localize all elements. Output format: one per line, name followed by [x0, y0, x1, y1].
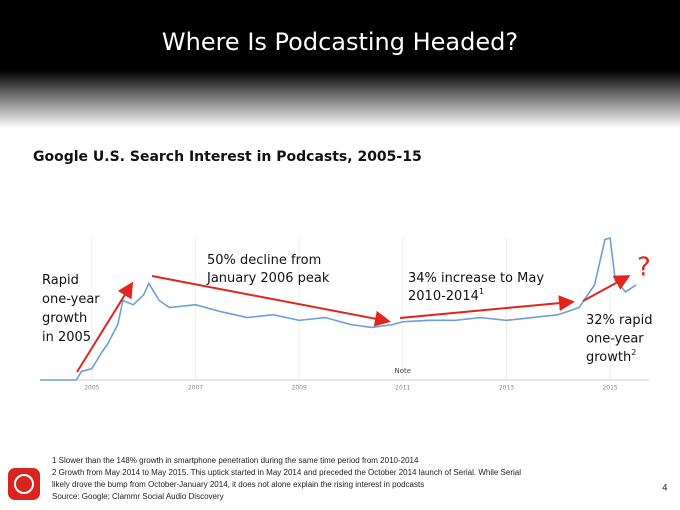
footnotes: 1 Slower than the 148% growth in smartph…: [52, 456, 521, 501]
slide-title: Where Is Podcasting Headed?: [162, 28, 518, 56]
x-tick-label: 2013: [499, 385, 514, 392]
x-tick-label: 2007: [188, 385, 203, 392]
x-tick-label: 2005: [84, 385, 99, 392]
footnote: Source: Google; Clammr Social Audio Disc…: [52, 492, 224, 501]
annotation: Rapid one-year growth in 2005: [42, 273, 100, 345]
note-label: Note: [395, 367, 412, 375]
logo: [8, 468, 40, 500]
annotation-line: growth: [42, 311, 87, 326]
chart-title: Google U.S. Search Interest in Podcasts,…: [33, 149, 422, 165]
annotation-line: growth: [586, 350, 631, 365]
annotation-line: January 2006 peak: [206, 271, 330, 286]
annotation-line: 2010-2014: [408, 289, 479, 304]
question-mark: ?: [637, 253, 651, 283]
annotation-line: in 2005: [42, 330, 91, 345]
annotations: Rapid one-year growth in 2005 50% decline fr…: [42, 253, 652, 365]
annotation-line: 34% increase to May: [408, 271, 544, 286]
arrow: [582, 275, 631, 302]
footnote: 1 Slower than the 148% growth in smartph…: [52, 456, 419, 465]
logo-ring: [14, 474, 34, 494]
page-number: 4: [662, 484, 668, 494]
annotation: 32% rapid one-year growth2: [586, 313, 652, 365]
annotation-line: one-year: [586, 331, 644, 346]
annotation-line: one-year: [42, 292, 100, 307]
arrows: [76, 275, 631, 373]
annotation-line: 50% decline from: [207, 253, 321, 268]
trend-line: [40, 236, 637, 381]
x-tick-label: 2015: [602, 385, 617, 392]
annotation: 50% decline from January 2006 peak: [206, 253, 330, 286]
annotation-line: 32% rapid: [586, 313, 652, 328]
annotation-line: Rapid: [42, 273, 79, 288]
arrow: [399, 295, 575, 319]
footnote: likely drove the bump from October-Janua…: [52, 480, 424, 489]
footnote: 2 Growth from May 2014 to May 2015. This…: [52, 468, 521, 477]
plot: 2005 2007 2009 2011 2013 2015 Note: [40, 236, 649, 392]
arrow: [76, 281, 134, 373]
footnote-marker: 1: [479, 287, 484, 296]
annotation: 34% increase to May 2010-20141: [408, 271, 544, 304]
x-tick-label: 2011: [395, 385, 410, 392]
footnote-marker: 2: [631, 348, 636, 357]
header-band: [0, 0, 680, 128]
x-tick-label: 2009: [292, 385, 307, 392]
arrow: [151, 275, 391, 327]
